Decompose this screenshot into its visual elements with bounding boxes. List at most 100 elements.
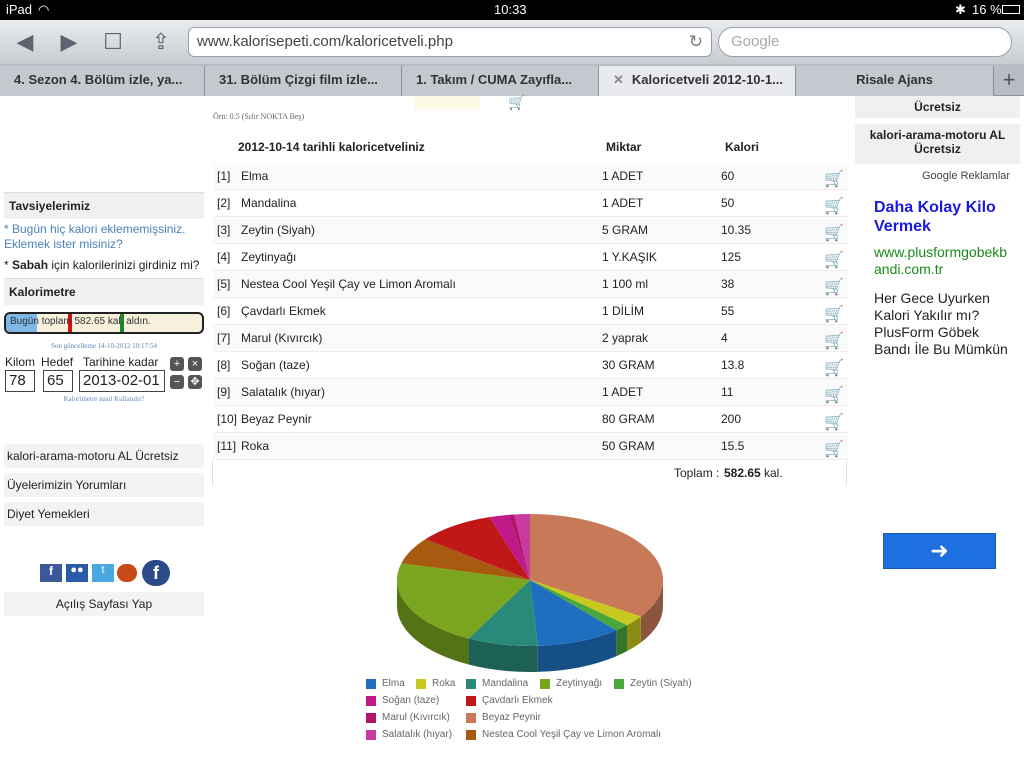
add-to-cart-icon[interactable]: 🛒 [824,414,844,431]
food-name: Nestea Cool Yeşil Çay ve Limon Aromalı [241,277,456,291]
table-row: [9] Salatalık (hıyar) 1 ADET 11 🛒 [213,379,848,406]
tab-3[interactable]: 1. Takım / CUMA Zayıfla... [402,66,599,96]
table-row: [1] Elma 1 ADET 60 🛒 [213,163,848,190]
search-input[interactable]: Google [718,27,1012,57]
close-tab-icon[interactable]: ✕ [613,72,624,87]
tab-2[interactable]: 31. Bölüm Çizgi film izle... [205,66,402,96]
share-icon[interactable]: ⇪ [151,29,171,54]
next-arrow-button[interactable]: ➜ [883,533,996,569]
close-icon[interactable]: × [188,357,202,371]
set-homepage-button[interactable]: Açılış Sayfası Yap [4,592,204,616]
device-label: iPad [6,2,33,17]
add-to-cart-icon[interactable]: 🛒 [824,333,844,350]
food-name: Beyaz Peynir [241,412,312,426]
food-name: Roka [241,439,270,453]
new-tab-icon[interactable]: + [1002,67,1016,92]
pie-slice [530,580,641,626]
food-kcal: 11 [721,385,734,399]
legend-swatch [466,696,476,706]
food-amount: 1 ADET [602,169,644,183]
add-to-cart-icon[interactable]: 🛒 [824,171,844,188]
rss-icon[interactable] [117,564,137,582]
recommendation-text: için kalorilerinizi girdiniz mi? [51,258,200,272]
nav-member-comments[interactable]: Üyelerimizin Yorumları [4,473,204,497]
pie-slice [530,580,617,646]
table-row: [8] Soğan (taze) 30 GRAM 13.8 🛒 [213,352,848,379]
ad-url[interactable]: www.plusformgobekbandi.com.tr [874,244,1008,277]
add-to-cart-icon[interactable]: 🛒 [824,225,844,242]
legend-label: Zeytin (Siyah) [630,678,692,689]
table-row: [5] Nestea Cool Yeşil Çay ve Limon Aromal… [213,271,848,298]
total-label: Toplam : [674,466,720,480]
nav-diet-meals[interactable]: Diyet Yemekleri [4,502,204,526]
legend-label: Roka [432,678,456,689]
pie-slice [468,580,538,646]
add-to-cart-icon[interactable]: 🛒 [824,441,844,458]
right-box-1[interactable]: Ücretsiz [855,96,1020,118]
address-bar[interactable]: www.kalorisepeti.com/kaloricetveli.php ↻ [188,27,712,57]
clock: 10:33 [494,2,527,17]
gauge-marker-green [120,314,124,332]
food-amount: 1 DİLİM [602,304,645,318]
amount-input[interactable] [414,96,480,109]
status-bar: iPad ◠ 10:33 ✱ 16 % [0,0,1024,20]
right-box-calorie-search[interactable]: kalori-arama-motoru AL Ücretsiz [855,124,1020,164]
legend-label: Salatalık (hıyar) [382,729,453,740]
tab-1[interactable]: 4. Sezon 4. Bölüm izle, ya... [0,66,205,96]
food-amount: 2 yaprak [602,331,649,345]
pie-slice [508,514,530,580]
bookmarks-icon[interactable]: ☐ [103,29,123,54]
facebook-share-icon[interactable]: f [40,564,62,582]
legend-swatch [366,730,376,740]
add-to-cart-icon[interactable]: 🛒 [824,198,844,215]
reload-icon[interactable]: ↻ [688,32,703,51]
forward-icon[interactable]: ▶ [60,29,78,54]
back-icon[interactable]: ◀ [16,29,34,54]
add-to-cart-icon[interactable]: 🛒 [824,306,844,323]
minus-icon[interactable]: − [170,375,184,389]
table-row: [4] Zeytinyağı 1 Y.KAŞIK 125 🛒 [213,244,848,271]
tab-label: Risale Ajans [856,72,933,87]
move-icon[interactable]: ✥ [188,375,202,389]
row-index: [9] [217,385,231,399]
pie-slice [401,539,530,580]
kilo-field[interactable]: 78 [5,370,35,392]
add-to-cart-icon[interactable]: 🛒 [824,387,844,404]
legend-label: Elma [382,678,405,689]
plus-icon[interactable]: + [170,357,184,371]
legend-label: Nestea Cool Yeşil Çay ve Limon Aromalı [482,729,661,740]
legend-swatch [466,679,476,689]
cart-icon[interactable]: 🛒 [508,94,526,110]
gauge-marker-red [68,314,72,332]
legend-label: Soğan (taze) [382,695,440,706]
facebook-icon[interactable]: f [142,560,170,586]
food-name: Soğan (taze) [241,358,310,372]
ad-title[interactable]: Daha Kolay Kilo Vermek [874,199,996,235]
legend-swatch [366,679,376,689]
google-ads-label: Google Reklamlar [922,170,1011,182]
tab-4-active[interactable]: ✕ Kaloricetveli 2012-10-1... [599,66,796,96]
legend-item: Roka [416,678,455,689]
add-to-cart-icon[interactable]: 🛒 [824,252,844,269]
ad-block[interactable]: Daha Kolay Kilo Vermek www.plusformgobek… [874,198,1014,358]
food-amount: 1 ADET [602,196,644,210]
add-to-cart-icon[interactable]: 🛒 [824,279,844,296]
pie-slice [489,514,530,580]
tab-5[interactable]: Risale Ajans [796,66,994,96]
target-field[interactable]: 65 [43,370,73,392]
date-field[interactable]: 2013-02-01 [79,370,165,392]
twitter-icon[interactable]: t [92,564,114,582]
calorie-pie-chart [397,514,663,672]
pie-slice [397,563,530,639]
legend-item: Elma [366,678,405,689]
nav-calorie-search[interactable]: kalori-arama-motoru AL Ücretsiz [4,444,204,468]
add-to-cart-icon[interactable]: 🛒 [824,360,844,377]
pie-slice [530,580,628,631]
calorimeter-help-link[interactable]: Kalorimetre nasıl Kullanılır? [63,395,145,403]
recommendation-1[interactable]: * Bugün hiç kalori eklememişsiniz. Eklem… [4,222,186,251]
food-amount: 50 GRAM [602,439,655,453]
food-amount: 5 GRAM [602,223,649,237]
myspace-icon[interactable]: ●● [66,564,88,582]
pie-slice [530,514,663,617]
row-index: [8] [217,358,231,372]
